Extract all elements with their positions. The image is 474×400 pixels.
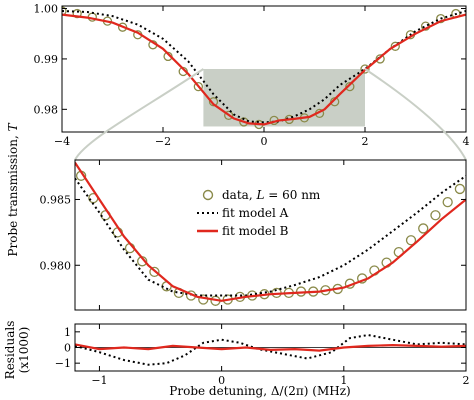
zoom-connector-left <box>74 68 204 161</box>
y-tick-label: 0 <box>64 342 71 355</box>
x-tick-label: 1 <box>340 374 347 387</box>
y-axis-title-residuals: Residuals <box>3 321 17 380</box>
residuals-panel: −1 0 1 2 −1 0 1 <box>55 323 470 387</box>
data-point <box>418 223 429 234</box>
zoom-connectors <box>74 68 467 161</box>
middle-panel: 0.980 0.985 <box>40 159 467 311</box>
bottom-series-model-a-line <box>75 333 466 366</box>
legend-model-a-label: fit model A <box>222 206 289 220</box>
bottom-plot-area <box>75 333 466 366</box>
top-series-model-b-line <box>62 13 466 126</box>
y-tick-label: −1 <box>55 357 71 370</box>
data-point <box>149 266 160 277</box>
data-point <box>208 97 219 107</box>
bottom-axes: −1 0 1 2 −1 0 1 <box>55 324 470 387</box>
data-point <box>345 81 355 92</box>
data-point <box>390 41 400 51</box>
x-tick-label: −2 <box>155 135 171 148</box>
data-point <box>375 54 385 64</box>
y-tick-label: 1 <box>64 326 71 339</box>
data-point <box>430 210 441 221</box>
top-series-data <box>62 6 461 130</box>
zoom-connector-right <box>364 68 467 161</box>
x-tick-label: 2 <box>362 135 369 148</box>
legend-data-label: data, L = 60 nm <box>222 188 321 202</box>
top-axes: −4 −2 0 2 4 0.98 0.99 1.00 <box>34 3 470 148</box>
y-tick-label: 1.00 <box>34 3 59 16</box>
legend: data, L = 60 nm fit model A fit model B <box>197 188 321 238</box>
x-tick-label: 2 <box>463 374 470 387</box>
top-panel: −4 −2 0 2 4 0.98 0.99 1.00 <box>34 3 470 148</box>
x-tick-label: −4 <box>54 135 70 148</box>
data-point <box>72 8 82 19</box>
middle-plot-area <box>75 161 466 306</box>
y-tick-label: 0.99 <box>34 53 59 66</box>
legend-data-marker <box>202 189 214 201</box>
middle-frame <box>74 159 467 311</box>
data-point <box>223 110 234 121</box>
x-axis-title: Probe detuning, Δ/(2π) (MHz) <box>169 384 350 398</box>
bottom-series-model-b-line <box>75 343 466 352</box>
data-point <box>193 81 204 92</box>
y-tick-label: 0.98 <box>34 103 59 116</box>
top-plot-area <box>62 6 466 130</box>
x-tick-label: 0 <box>218 374 225 387</box>
zoom-region-highlight <box>203 69 365 127</box>
x-tick-label: 0 <box>261 135 268 148</box>
data-point <box>442 196 453 208</box>
y-axis-title-main: Probe transmission, T <box>6 122 20 256</box>
x-tick-label: −1 <box>91 374 107 387</box>
y-axis-title-residuals-unit: (x1000) <box>17 327 31 374</box>
y-tick-label: 0.980 <box>40 259 72 272</box>
x-tick-label: 4 <box>463 135 470 148</box>
middle-axes: 0.980 0.985 <box>40 160 467 310</box>
data-point <box>405 235 417 246</box>
data-point <box>436 13 446 24</box>
y-tick-label: 0.985 <box>40 193 72 206</box>
data-point <box>360 64 370 74</box>
data-point <box>454 183 466 195</box>
middle-series-model-a-line <box>75 174 466 297</box>
data-point <box>62 6 67 16</box>
middle-series-model-b-line <box>75 161 466 302</box>
legend-model-b-label: fit model B <box>222 224 289 238</box>
